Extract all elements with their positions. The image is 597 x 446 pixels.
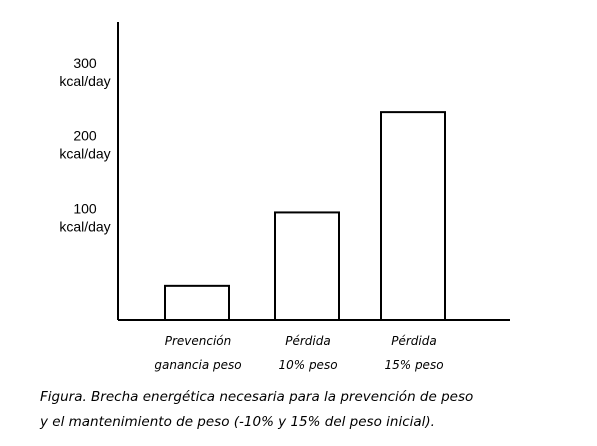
bar-3 [380,111,446,321]
x-category-label-3-line-2: 15% peso [384,358,443,372]
y-tick-label-100-line-1: 100 [73,200,97,216]
y-tick-labels: 100 kcal/day 200 kcal/day 300 kcal/day [59,55,110,234]
x-category-label-3-line-1: Pérdida [391,334,436,348]
x-category-label-1-line-2: ganancia peso [154,358,241,372]
y-tick-label-200-line-2: kcal/day [59,146,110,162]
x-category-labels: Prevención ganancia peso Pérdida 10% peso Pé… [154,334,443,372]
figure-caption-line-2: y el mantenimiento de peso (-10% y 15% d… [40,414,435,430]
bar-1 [164,284,230,321]
y-tick-label-200-line-1: 200 [73,128,97,144]
x-category-label-2-line-1: Pérdida [285,334,330,348]
y-tick-label-100-line-2: kcal/day [59,218,110,234]
y-tick-label-300-line-1: 300 [73,55,97,71]
figure-caption-line-1: Figura. Brecha energética necesaria para… [40,389,474,405]
x-category-label-1-line-1: Prevención [165,334,232,348]
x-category-label-2-line-2: 10% peso [278,358,337,372]
bar-2 [274,211,340,322]
y-tick-label-300-line-2: kcal/day [59,73,110,89]
bars [164,111,446,322]
